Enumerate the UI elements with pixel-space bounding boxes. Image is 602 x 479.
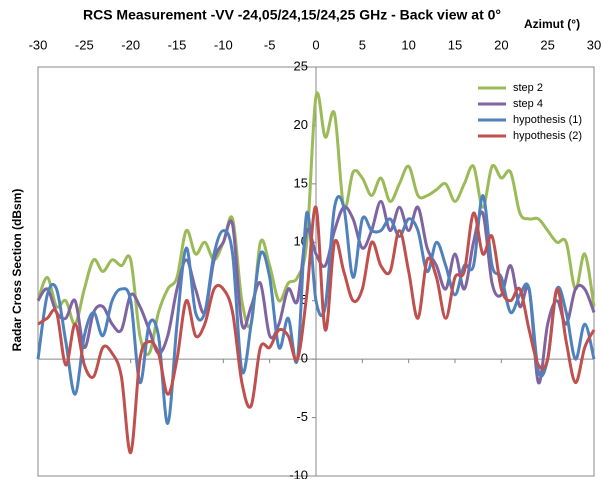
x-tick-label: 15	[448, 37, 462, 52]
chart-title: RCS Measurement -VV -24,05/24,15/24,25 G…	[83, 7, 501, 23]
legend-label: step 4	[513, 98, 543, 110]
x-tick-label: 30	[587, 37, 601, 52]
x-tick-label: 10	[401, 37, 415, 52]
y-tick-label: 5	[301, 292, 308, 307]
x-tick-label: -15	[168, 37, 187, 52]
x-tick-label: -20	[121, 37, 140, 52]
y-tick-label: 25	[294, 58, 308, 73]
y-tick-label: 20	[294, 117, 308, 132]
y-axis-title: Radar Cross Section (dBsm)	[10, 189, 24, 352]
series-line	[37, 205, 596, 455]
y-tick-label: 15	[294, 175, 308, 190]
x-axis-title: Azimut (°)	[524, 17, 580, 31]
x-tick-label: 25	[540, 37, 554, 52]
x-tick-label: 0	[312, 37, 319, 52]
legend-label: hypothesis (1)	[513, 114, 582, 126]
x-tick-label: -5	[264, 37, 276, 52]
y-tick-label: 0	[301, 351, 308, 366]
x-tick-label: 20	[494, 37, 508, 52]
legend-label: step 2	[513, 82, 543, 94]
y-tick-label: -5	[296, 409, 308, 424]
x-tick-label: -10	[214, 37, 233, 52]
x-tick-label: -30	[29, 37, 48, 52]
series-line	[36, 91, 596, 356]
y-tick-label: -10	[289, 467, 308, 479]
x-tick-label: 5	[359, 37, 366, 52]
legend-label: hypothesis (2)	[513, 130, 582, 142]
x-tick-label: -25	[75, 37, 94, 52]
